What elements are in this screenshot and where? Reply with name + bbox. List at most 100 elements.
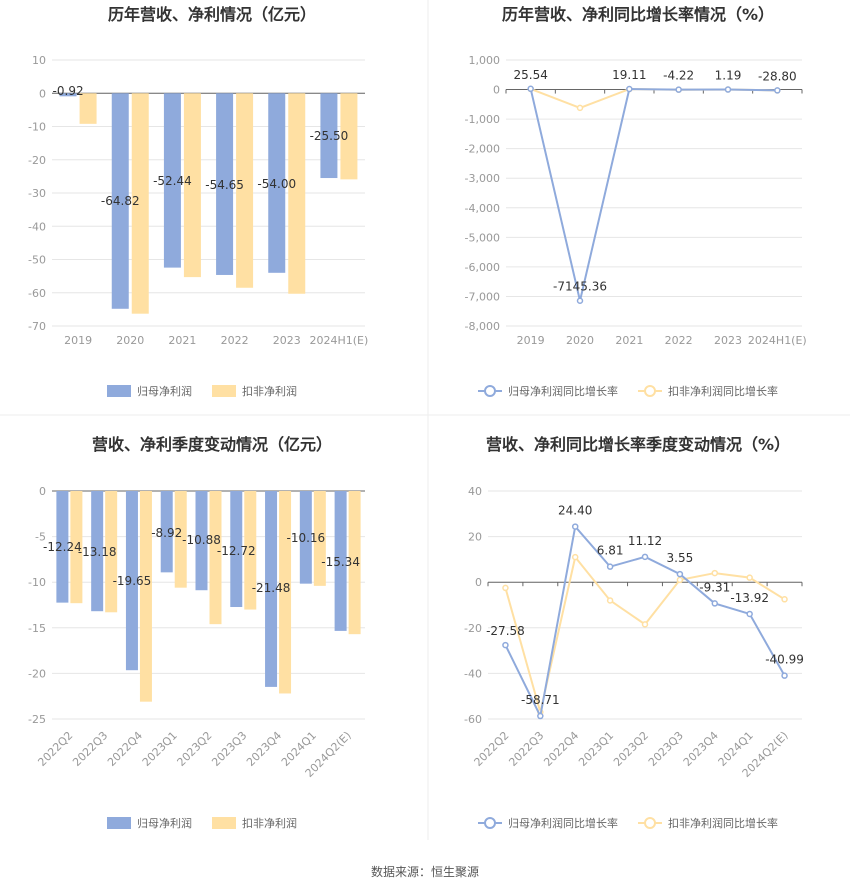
bar [131,93,149,314]
series-point [527,85,534,93]
series-point [537,712,544,720]
y-tick-label: -70 [28,320,46,333]
data-label: -28.80 [758,69,797,83]
series-point [606,597,614,604]
x-category-label: 2021 [615,334,643,347]
bar [125,491,138,671]
data-label: -7145.36 [553,280,607,294]
y-tick-label: -5 [35,531,46,544]
legend-swatch-marker [644,385,656,397]
series-point [774,87,781,94]
y-tick-label: 10 [32,54,46,67]
legend-swatch-marker [484,385,496,397]
y-tick-label: -15 [28,622,46,635]
legend-swatch-marker [484,817,496,829]
legend-label: 归母净利润 [137,816,192,830]
bar [230,491,243,608]
x-category-label: 2022Q2 [472,729,512,769]
bar [279,491,292,694]
data-label: -9.31 [699,580,730,594]
chart-legend: 归母净利润 扣非净利润 [107,384,297,398]
bar [265,491,278,687]
x-category-label: 2022 [221,334,249,347]
bar [183,93,201,278]
data-label: -21.48 [252,581,291,595]
x-category-label: 2023Q2 [611,729,651,769]
data-label: -64.82 [101,194,140,208]
legend-label: 扣非净利润同比增长率 [668,384,778,398]
x-category-label: 2023 [714,334,742,347]
x-category-label: 2019 [517,334,545,347]
bar [160,491,173,573]
data-label: 11.12 [628,534,662,548]
x-category-label: 2020 [566,334,594,347]
data-label: -13.18 [78,545,117,559]
bar [334,491,347,631]
series-point [571,523,579,530]
series-point [676,570,684,578]
data-label: -13.92 [730,591,769,605]
quarterly-profit-bar-chart: 营收、净利季度变动情况（亿元）0-5-10-15-20-252022Q22022… [28,435,365,830]
legend-label: 归母净利润 [137,384,192,398]
chart-title: 营收、净利同比增长率季度变动情况（%） [486,435,790,454]
x-category-label: 2022Q3 [70,729,110,769]
bar [244,491,257,610]
series-point [675,86,682,93]
y-tick-label: -40 [464,667,482,680]
legend-swatch [212,817,236,829]
series-line [504,554,786,713]
y-tick-label: -20 [464,622,482,635]
annual-growth-line-chart: 历年营收、净利同比增长率情况（%） 1,000 0 -1,000 -2,000 -3,00… [465,5,807,398]
x-category-label: 2019 [64,334,92,347]
y-tick-label: -60 [28,287,46,300]
bar [79,93,97,124]
bar [288,93,306,294]
y-tick-label: -20 [28,667,46,680]
bar [340,93,358,180]
y-tick-label: -10 [28,121,46,134]
data-label: 1.19 [715,69,742,83]
x-category-label: 2022Q2 [35,729,75,769]
data-label: -27.58 [486,624,525,638]
y-tick-label: -60 [464,713,482,726]
series-point [781,596,788,603]
x-category-label: 2022Q3 [506,729,546,769]
x-category-label: 2020 [116,334,144,347]
chart-title: 历年营收、净利情况（亿元） [108,5,316,24]
data-label: -12.24 [43,540,82,554]
series-point [746,574,753,581]
data-label: -10.88 [182,533,221,547]
series-point [711,600,719,607]
bar [209,491,222,625]
y-tick-label: -5,000 [465,231,500,244]
legend-swatch [107,385,131,397]
legend-label: 扣非净利润 [242,384,297,398]
series-point [576,297,584,304]
bar [139,491,152,702]
data-label: -19.65 [113,574,152,588]
x-category-label: 2024H1(E) [310,334,369,347]
data-label: 3.55 [667,551,694,565]
y-tick-label: 0 [39,485,46,498]
y-tick-label: -1,000 [465,113,500,126]
y-tick-label: -7,000 [465,290,500,303]
y-tick-label: -3,000 [465,172,500,185]
x-category-label: 2022Q4 [105,729,145,769]
data-label: -12.72 [217,544,256,558]
bar [299,491,312,584]
x-category-label: 2023 [273,334,301,347]
x-category-label: 2022 [665,334,693,347]
series-point [606,563,614,570]
bar [195,491,208,591]
bar [56,491,69,603]
data-label: -54.00 [257,177,296,191]
legend-label: 归母净利润同比增长率 [508,816,618,830]
y-tick-label: -6,000 [465,261,500,274]
legend-swatch-marker [644,817,656,829]
y-tick-label: -25 [28,713,46,726]
y-tick-label: 0 [39,87,46,100]
y-tick-label: 0 [493,84,500,97]
bar [216,93,234,275]
data-label: -52.44 [153,174,192,188]
